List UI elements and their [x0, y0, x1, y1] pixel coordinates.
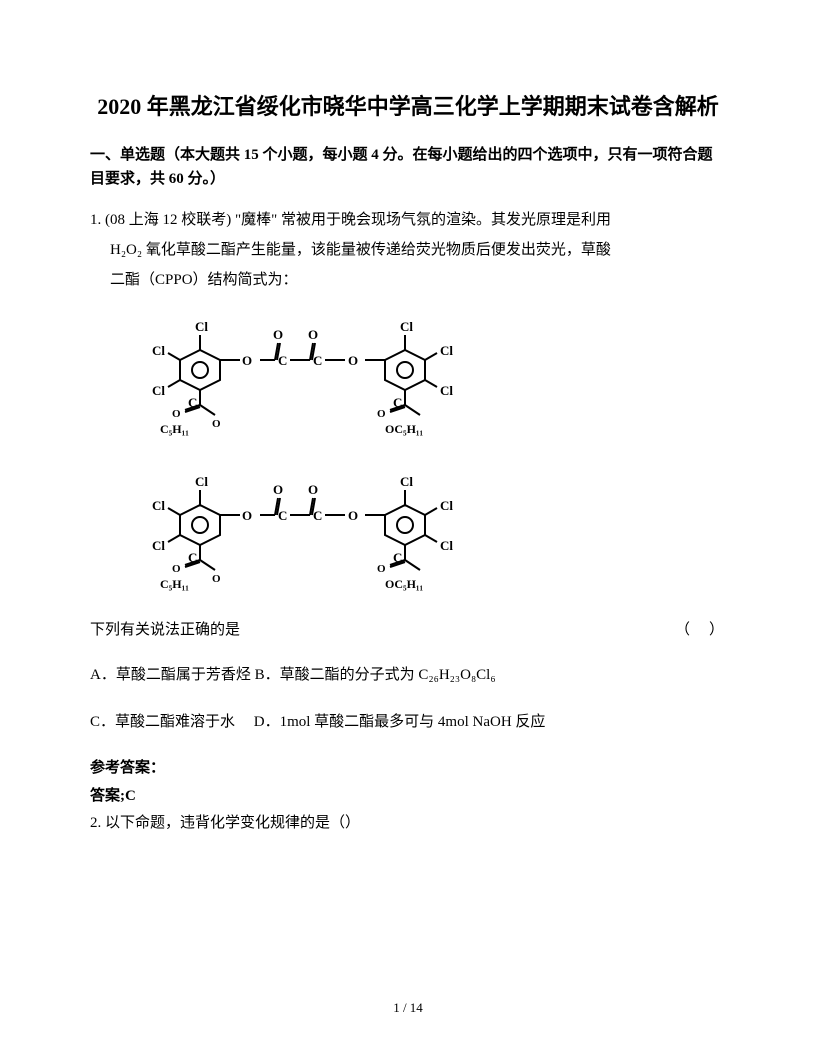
label-o: O: [308, 327, 318, 342]
molecule-svg: Cl Cl Cl O O C O C O Cl Cl Cl C O C O C₅…: [130, 305, 500, 605]
svg-text:O: O: [348, 508, 358, 523]
label-cl: Cl: [440, 343, 453, 358]
chemical-structure-diagram: Cl Cl Cl O O C O C O Cl Cl Cl C O C O C₅…: [130, 305, 726, 605]
svg-text:C: C: [188, 550, 197, 565]
svg-text:Cl: Cl: [400, 474, 413, 489]
svg-text:O: O: [212, 573, 221, 585]
label-c: C: [393, 395, 402, 410]
label-c: C: [313, 353, 322, 368]
answer-blank: （ ）: [675, 615, 726, 645]
label-c: C: [278, 353, 287, 368]
label-o: O: [348, 353, 358, 368]
statement-text: 下列有关说法正确的是: [90, 615, 240, 645]
label-o: O: [377, 408, 386, 420]
label-o: O: [242, 353, 252, 368]
svg-text:O: O: [377, 563, 386, 575]
svg-text:Cl: Cl: [152, 498, 165, 513]
svg-text:O: O: [308, 482, 318, 497]
svg-text:Cl: Cl: [440, 538, 453, 553]
label-o: O: [172, 408, 181, 420]
label-cl: Cl: [400, 319, 413, 334]
svg-text:C₅H₁₁: C₅H₁₁: [160, 577, 189, 591]
question-number: 1.: [90, 212, 101, 228]
label-cl: Cl: [152, 383, 165, 398]
label-c: C: [188, 395, 197, 410]
options-row-1: A．草酸二酯属于芳香烃 B．草酸二酯的分子式为 C₂₆H₂₃O₈Cl₆: [90, 659, 726, 692]
section-header: 一、单选题（本大题共 15 个小题，每小题 4 分。在每小题给出的四个选项中，只…: [90, 143, 726, 191]
label-oc5h11: OC₅H₁₁: [385, 422, 424, 436]
svg-text:OC₅H₁₁: OC₅H₁₁: [385, 577, 424, 591]
label-o: O: [273, 327, 283, 342]
label-c5h11: C₅H₁₁: [160, 422, 189, 436]
svg-text:O: O: [273, 482, 283, 497]
svg-text:Cl: Cl: [440, 498, 453, 513]
svg-text:C: C: [313, 508, 322, 523]
svg-text:O: O: [172, 563, 181, 575]
label-cl: Cl: [195, 319, 208, 334]
answer-value: 答案;C: [90, 783, 726, 810]
svg-text:O: O: [242, 508, 252, 523]
svg-text:C: C: [393, 550, 402, 565]
options-row-2: C．草酸二酯难溶于水 D．1mol 草酸二酯最多可与 4mol NaOH 反应: [90, 706, 726, 739]
answer-label: 参考答案：: [90, 753, 726, 783]
option-b: B．草酸二酯的分子式为 C₂₆H₂₃O₈Cl₆: [255, 667, 496, 683]
label-cl: Cl: [440, 383, 453, 398]
page-number: 1 / 14: [0, 1000, 816, 1016]
page-title: 2020 年黑龙江省绥化市晓华中学高三化学上学期期末试卷含解析: [90, 90, 726, 123]
question-1-line2: H₂O₂ 氧化草酸二酯产生能量，该能量被传递给荧光物质后便发出荧光，草酸: [90, 235, 726, 265]
question-source: (08 上海 12 校联考): [105, 212, 231, 228]
svg-text:C: C: [278, 508, 287, 523]
question-1-line3: 二酯（CPPO）结构简式为：: [90, 265, 726, 295]
question-text-1: "魔棒" 常被用于晚会现场气氛的渲染。其发光原理是利用: [235, 212, 611, 228]
question-2: 2. 以下命题，违背化学变化规律的是（）: [90, 810, 726, 837]
svg-text:Cl: Cl: [152, 538, 165, 553]
question-statement: 下列有关说法正确的是 （ ）: [90, 615, 726, 645]
question-1-line1: 1. (08 上海 12 校联考) "魔棒" 常被用于晚会现场气氛的渲染。其发光…: [90, 205, 726, 235]
label-o: O: [212, 418, 221, 430]
option-a: A．草酸二酯属于芳香烃: [90, 667, 251, 683]
svg-text:Cl: Cl: [195, 474, 208, 489]
label-cl: Cl: [152, 343, 165, 358]
option-c: C．草酸二酯难溶于水: [90, 714, 235, 730]
option-d: D．1mol 草酸二酯最多可与 4mol NaOH 反应: [254, 714, 546, 730]
question-1: 1. (08 上海 12 校联考) "魔棒" 常被用于晚会现场气氛的渲染。其发光…: [90, 205, 726, 295]
